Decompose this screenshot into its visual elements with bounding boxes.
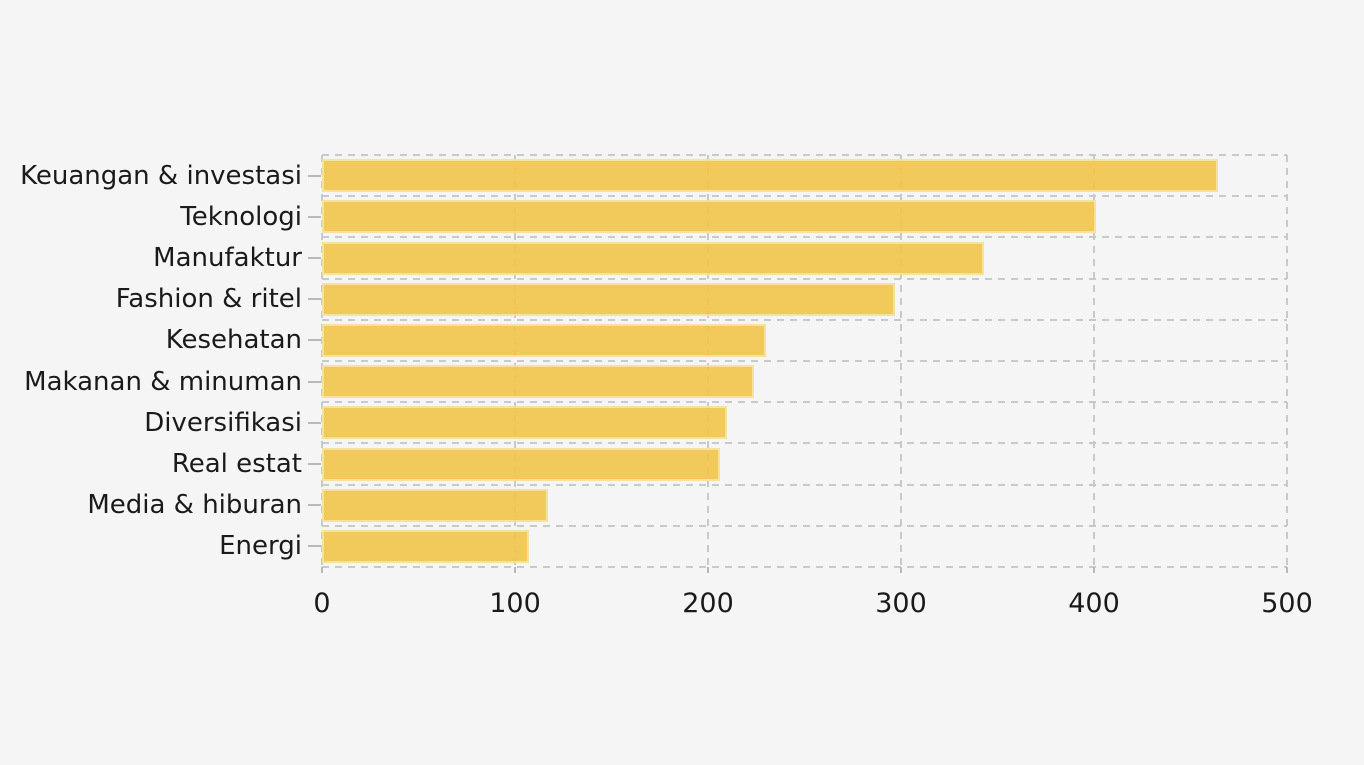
category-label: Manufaktur xyxy=(153,242,302,273)
bar-9 xyxy=(322,529,529,563)
y-tick-mark xyxy=(308,339,321,342)
bar-4 xyxy=(322,323,766,357)
y-tick-mark xyxy=(308,215,321,218)
horizontal-gridline xyxy=(322,154,1287,156)
x-tick-mark xyxy=(514,567,516,573)
x-tick-mark xyxy=(1286,567,1288,573)
x-tick-marks xyxy=(321,155,1288,573)
horizontal-gridline xyxy=(322,318,1287,321)
vertical-gridline xyxy=(1286,155,1288,567)
gridlines xyxy=(321,154,1288,568)
horizontal-gridline xyxy=(322,483,1287,486)
x-tick-label: 0 xyxy=(313,588,331,619)
horizontal-gridline xyxy=(322,277,1287,280)
x-tick-label: 100 xyxy=(489,588,541,619)
category-label: Makanan & minuman xyxy=(24,366,302,397)
bar-2 xyxy=(322,241,984,275)
x-tick-mark xyxy=(900,567,902,573)
y-tick-mark xyxy=(308,174,321,177)
bar-7 xyxy=(322,447,720,481)
category-label: Teknologi xyxy=(180,201,302,232)
bar-1 xyxy=(322,200,1096,234)
y-tick-mark xyxy=(308,380,321,383)
category-label: Diversifikasi xyxy=(144,407,302,438)
x-axis-tick-labels: 0 100 200 300 400 500 xyxy=(313,588,1312,623)
y-axis-category-labels: Keuangan & investasi Teknologi Manufaktur F… xyxy=(0,155,302,567)
x-tick-mark xyxy=(707,567,709,573)
horizontal-gridline xyxy=(322,566,1287,568)
category-label: Keuangan & investasi xyxy=(20,160,302,191)
bar-5 xyxy=(322,365,755,399)
category-label: Kesehatan xyxy=(165,325,302,356)
y-tick-mark xyxy=(308,257,321,259)
category-label: Media & hiburan xyxy=(87,490,302,521)
y-tick-mark xyxy=(308,504,321,507)
horizontal-gridline xyxy=(322,401,1287,404)
x-tick-mark xyxy=(321,567,323,573)
bar-8 xyxy=(322,488,548,522)
category-label: Real estat xyxy=(171,448,302,479)
horizontal-gridline xyxy=(322,442,1287,445)
x-tick-label: 300 xyxy=(875,588,927,619)
y-tick-mark xyxy=(308,298,321,301)
x-tick-label: 400 xyxy=(1068,588,1120,619)
x-tick-label: 500 xyxy=(1261,588,1313,619)
horizontal-gridline xyxy=(322,360,1287,362)
y-tick-marks xyxy=(308,155,322,567)
x-tick-label: 200 xyxy=(682,588,734,619)
category-label: Fashion & ritel xyxy=(115,284,302,315)
x-tick-mark xyxy=(1093,567,1095,573)
bar-6 xyxy=(322,406,728,440)
horizontal-gridline xyxy=(322,236,1287,239)
bar-0 xyxy=(322,159,1218,193)
horizontal-gridline xyxy=(322,524,1287,527)
category-label: Energi xyxy=(219,531,302,562)
y-tick-mark xyxy=(308,421,321,424)
bars xyxy=(322,155,1287,567)
y-tick-mark xyxy=(308,545,321,548)
plot-area xyxy=(321,154,1288,573)
horizontal-gridline xyxy=(322,195,1287,198)
bar-3 xyxy=(322,282,896,316)
y-tick-mark xyxy=(308,463,321,465)
